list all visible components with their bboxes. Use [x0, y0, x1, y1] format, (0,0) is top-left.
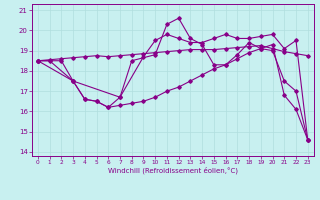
- X-axis label: Windchill (Refroidissement éolien,°C): Windchill (Refroidissement éolien,°C): [108, 167, 238, 174]
